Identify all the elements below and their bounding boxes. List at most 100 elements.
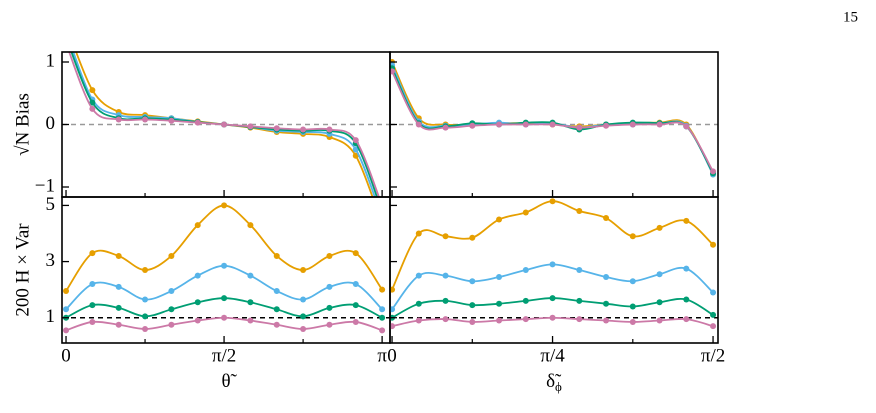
- data-point: [379, 306, 386, 313]
- plot-area: [390, 198, 718, 330]
- data-point: [629, 318, 636, 325]
- data-point: [469, 122, 476, 129]
- data-point: [63, 28, 69, 34]
- data-point: [194, 299, 201, 306]
- data-point: [549, 121, 556, 128]
- data-point: [710, 323, 717, 330]
- data-point: [522, 121, 529, 128]
- data-point: [576, 297, 583, 304]
- data-point: [390, 323, 396, 330]
- data-point: [352, 281, 359, 288]
- series-line: [391, 200, 714, 291]
- data-point: [469, 302, 476, 309]
- data-point: [710, 168, 717, 175]
- plot-area: [62, 28, 390, 215]
- data-point: [603, 300, 610, 307]
- data-point: [656, 299, 663, 306]
- plot-area: [62, 202, 390, 334]
- data-point: [379, 327, 386, 334]
- x-tick-label: π/4: [540, 345, 565, 366]
- data-point: [415, 317, 422, 324]
- data-point: [89, 99, 96, 106]
- data-point: [326, 126, 333, 133]
- data-point: [247, 222, 254, 229]
- y-tick-label: −1: [35, 175, 55, 196]
- x-axis-label: θ̃: [221, 371, 237, 392]
- data-point: [603, 317, 610, 324]
- data-point: [629, 303, 636, 310]
- data-point: [522, 297, 529, 304]
- data-point: [683, 316, 690, 323]
- data-point: [496, 121, 503, 128]
- series-line: [391, 263, 714, 310]
- data-point: [683, 217, 690, 224]
- data-point: [221, 262, 228, 269]
- series-line: [391, 61, 714, 175]
- data-point: [549, 295, 556, 302]
- data-point: [115, 321, 122, 328]
- data-point: [379, 203, 385, 209]
- data-point: [390, 306, 396, 313]
- data-point: [89, 302, 96, 309]
- data-point: [549, 314, 556, 321]
- y-axis-label: 200 H × Var: [12, 223, 33, 317]
- x-axis-label: δ̃ϕ: [546, 371, 562, 394]
- data-point: [273, 306, 280, 313]
- data-point: [415, 230, 422, 237]
- data-point: [683, 123, 690, 130]
- data-point: [194, 272, 201, 279]
- x-axis-label-main: θ̃: [221, 371, 237, 392]
- data-point: [352, 250, 359, 257]
- data-point: [247, 123, 254, 130]
- data-point: [168, 252, 175, 259]
- y-tick-label: 3: [46, 250, 56, 271]
- data-point: [469, 234, 476, 241]
- y-tick-label: 1: [46, 50, 56, 71]
- data-point: [379, 286, 386, 293]
- data-point: [89, 105, 96, 112]
- series-line: [65, 204, 383, 292]
- data-point: [89, 87, 96, 94]
- data-point: [247, 317, 254, 324]
- data-point: [63, 40, 69, 46]
- data-point: [710, 289, 717, 296]
- data-point: [221, 202, 228, 209]
- data-point: [194, 317, 201, 324]
- y-tick-label: 1: [46, 306, 56, 327]
- data-point: [352, 137, 359, 144]
- data-point: [168, 288, 175, 295]
- data-point: [379, 209, 385, 215]
- data-point: [390, 286, 396, 293]
- data-point: [352, 152, 359, 159]
- data-point: [603, 122, 610, 129]
- data-point: [142, 296, 149, 303]
- data-point: [442, 316, 449, 323]
- data-point: [442, 124, 449, 131]
- data-point: [496, 274, 503, 281]
- data-point: [115, 283, 122, 290]
- data-point: [442, 233, 449, 240]
- data-point: [442, 297, 449, 304]
- x-tick-label: 0: [61, 345, 71, 366]
- data-point: [142, 267, 149, 273]
- data-point: [168, 321, 175, 328]
- data-point: [89, 318, 96, 325]
- data-point: [326, 283, 333, 290]
- data-point: [326, 321, 333, 328]
- data-point: [89, 281, 96, 288]
- data-point: [142, 325, 149, 332]
- data-point: [273, 288, 280, 295]
- data-point: [549, 261, 556, 268]
- data-point: [576, 124, 583, 131]
- x-tick-label: π/2: [212, 345, 236, 366]
- data-point: [415, 121, 422, 128]
- data-point: [390, 68, 396, 75]
- data-point: [415, 300, 422, 307]
- data-point: [352, 146, 359, 153]
- data-point: [656, 317, 663, 324]
- data-point: [415, 272, 422, 279]
- data-point: [273, 321, 280, 328]
- data-point: [300, 126, 307, 133]
